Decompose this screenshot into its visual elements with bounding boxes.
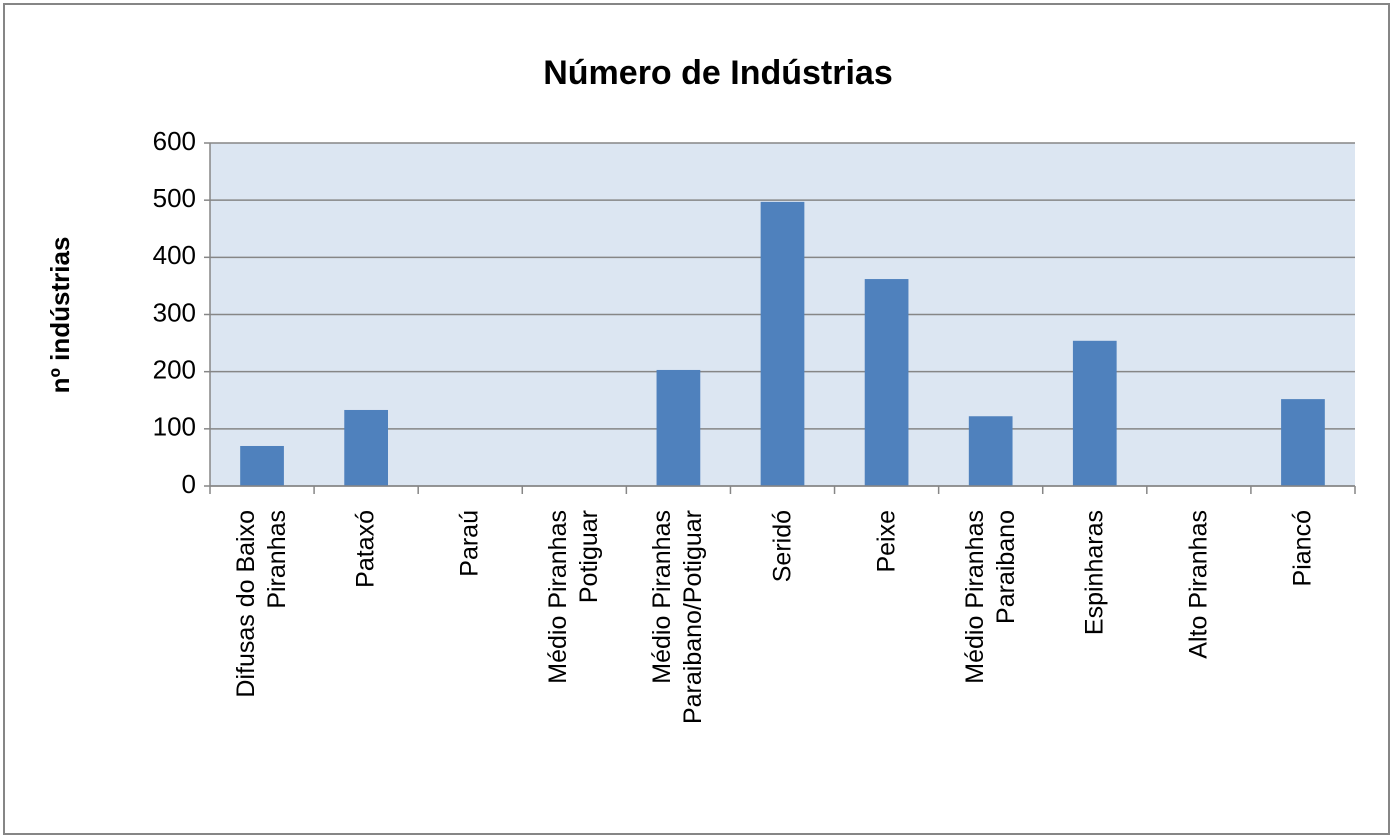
bar bbox=[240, 445, 284, 486]
y-tick-label: 0 bbox=[182, 469, 196, 499]
y-tick-label: 100 bbox=[153, 412, 196, 442]
x-tick-label: Difusas do Baixo Piranhas bbox=[232, 510, 292, 698]
bar bbox=[344, 409, 388, 486]
x-tick-label: Paraú bbox=[455, 510, 484, 577]
bar bbox=[864, 279, 909, 486]
y-tick-label: 200 bbox=[153, 355, 196, 385]
x-tick-label: Espinharas bbox=[1080, 510, 1109, 636]
x-tick-label: Peixe bbox=[872, 510, 901, 573]
x-tick-label: Médio Piranhas Paraibano/Potiguar bbox=[648, 510, 708, 725]
x-tick-label: Pataxó bbox=[351, 510, 380, 588]
y-axis-label: nº indústrias bbox=[45, 237, 75, 394]
bar bbox=[1072, 340, 1117, 486]
y-tick-label: 400 bbox=[153, 240, 196, 270]
y-tick-label: 300 bbox=[153, 297, 196, 327]
bar bbox=[968, 416, 1013, 486]
x-tick-label: Seridó bbox=[768, 510, 796, 583]
x-tick-label: Piancó bbox=[1288, 510, 1317, 587]
y-tick-label: 600 bbox=[153, 126, 196, 156]
y-tick-label: 500 bbox=[153, 183, 196, 213]
bar bbox=[760, 201, 805, 487]
x-tick-label: Médio Piranhas Potiguar bbox=[544, 510, 604, 684]
bar bbox=[1281, 399, 1325, 486]
x-tick-label: Médio Piranhas Paraibano bbox=[960, 510, 1020, 684]
bar bbox=[656, 369, 701, 486]
chart-title: Número de Indústrias bbox=[543, 54, 893, 92]
x-tick-label: Alto Piranhas bbox=[1184, 510, 1213, 659]
